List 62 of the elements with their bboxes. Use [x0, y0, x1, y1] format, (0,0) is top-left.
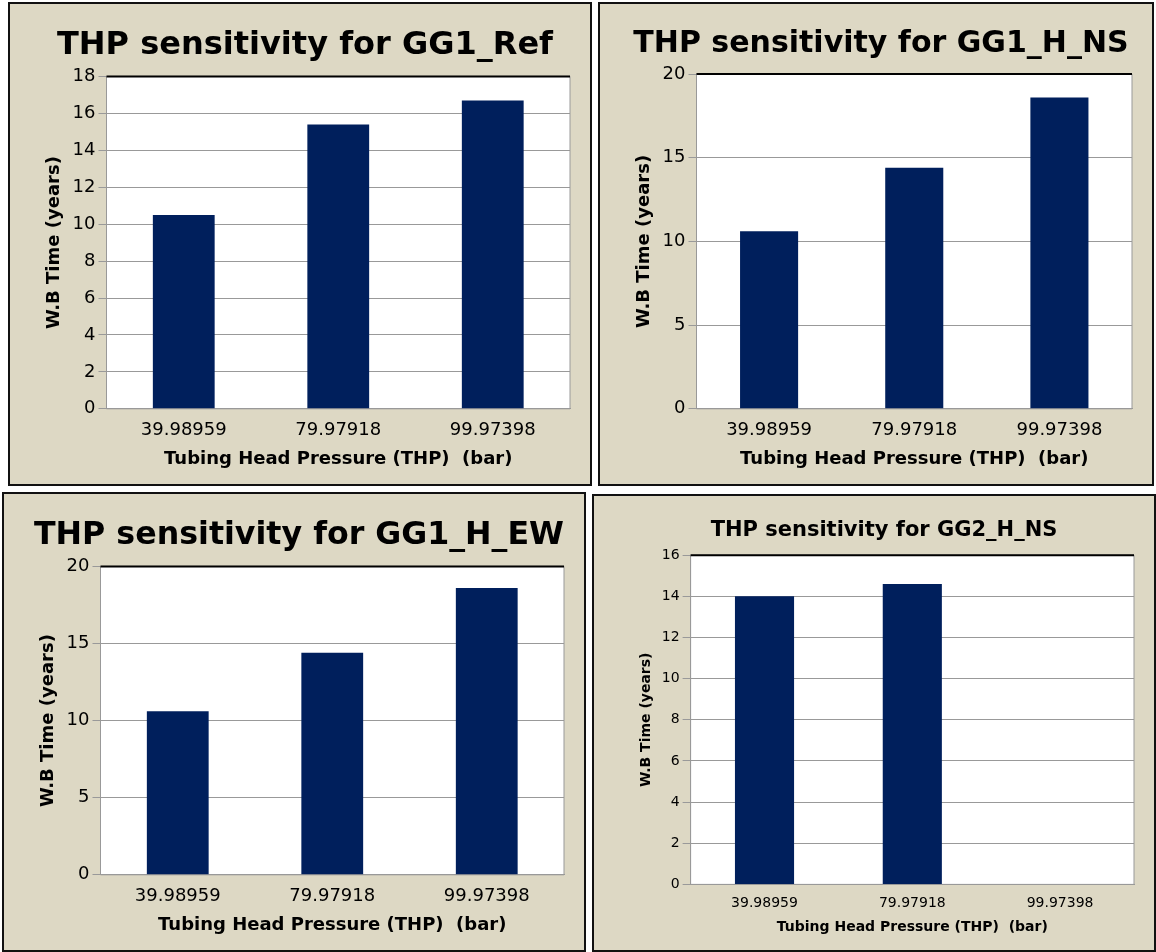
bar — [740, 231, 799, 409]
x-tick-label: 79.97918 — [295, 418, 382, 440]
y-tick-label: 6 — [670, 751, 680, 768]
x-tick-label: 79.97918 — [878, 894, 946, 911]
y-tick-label: 0 — [78, 862, 90, 884]
x-tick-label: 39.98959 — [726, 418, 813, 440]
y-tick-label: 16 — [661, 545, 680, 562]
y-tick-label: 20 — [662, 61, 686, 83]
y-tick-label: 8 — [670, 710, 680, 727]
y-tick-label: 4 — [670, 792, 680, 809]
bar — [307, 124, 370, 409]
x-axis-title: Tubing Head Pressure (THP) (bar) — [776, 918, 1048, 935]
chart-title: THP sensitivity for GG1_Ref — [56, 23, 555, 62]
x-axis-title: Tubing Head Pressure (THP) (bar) — [158, 912, 507, 934]
y-tick-label: 16 — [72, 101, 96, 123]
x-tick-label: 99.97398 — [443, 884, 530, 906]
y-tick-label: 10 — [66, 708, 90, 730]
bar — [461, 100, 524, 409]
y-tick-label: 15 — [662, 145, 686, 167]
bar — [1030, 97, 1089, 409]
chart-title: THP sensitivity for GG1_H_NS — [633, 23, 1129, 59]
x-tick-label: 39.98959 — [140, 418, 227, 440]
x-tick-label: 39.98959 — [731, 894, 798, 911]
y-tick-label: 18 — [72, 64, 96, 86]
bar — [146, 711, 209, 875]
y-tick-label: 0 — [84, 396, 96, 418]
x-tick-label: 99.97398 — [449, 418, 536, 440]
y-tick-label: 8 — [84, 248, 96, 270]
y-tick-label: 4 — [84, 322, 96, 344]
y-tick-label: 5 — [674, 312, 686, 334]
y-axis-title: W.B Time (years) — [42, 156, 64, 330]
x-tick-label: 99.97398 — [1026, 894, 1094, 911]
bar — [301, 652, 364, 875]
y-tick-label: 10 — [662, 229, 686, 251]
y-tick-label: 14 — [661, 586, 680, 603]
x-tick-label: 39.98959 — [134, 884, 221, 906]
x-tick-label: 99.97398 — [1016, 418, 1103, 440]
y-tick-label: 10 — [661, 669, 680, 686]
y-tick-label: 12 — [661, 628, 680, 645]
x-tick-label: 79.97918 — [289, 884, 376, 906]
y-tick-label: 2 — [84, 359, 96, 381]
chart-title: THP sensitivity for GG1_H_EW — [34, 513, 564, 552]
y-tick-label: 2 — [670, 833, 680, 850]
x-axis-title: Tubing Head Pressure (THP) (bar) — [740, 446, 1089, 468]
y-tick-label: 10 — [72, 211, 96, 233]
y-tick-label: 15 — [66, 631, 90, 653]
chart-title: THP sensitivity for GG2_H_NS — [710, 517, 1058, 542]
bar — [885, 167, 944, 409]
y-tick-label: 14 — [72, 137, 96, 159]
y-tick-label: 0 — [670, 875, 680, 892]
x-tick-label: 79.97918 — [871, 418, 958, 440]
y-tick-label: 6 — [84, 285, 96, 307]
y-tick-label: 5 — [78, 785, 90, 807]
y-axis-title: W.B Time (years) — [632, 154, 654, 328]
y-axis-title: W.B Time (years) — [637, 652, 654, 788]
y-tick-label: 0 — [674, 396, 686, 418]
bar — [455, 587, 518, 875]
y-axis-title: W.B Time (years) — [36, 634, 58, 808]
x-axis-title: Tubing Head Pressure (THP) (bar) — [164, 446, 513, 468]
y-tick-label: 20 — [66, 554, 90, 576]
y-tick-label: 12 — [72, 174, 96, 196]
bar — [152, 214, 215, 409]
